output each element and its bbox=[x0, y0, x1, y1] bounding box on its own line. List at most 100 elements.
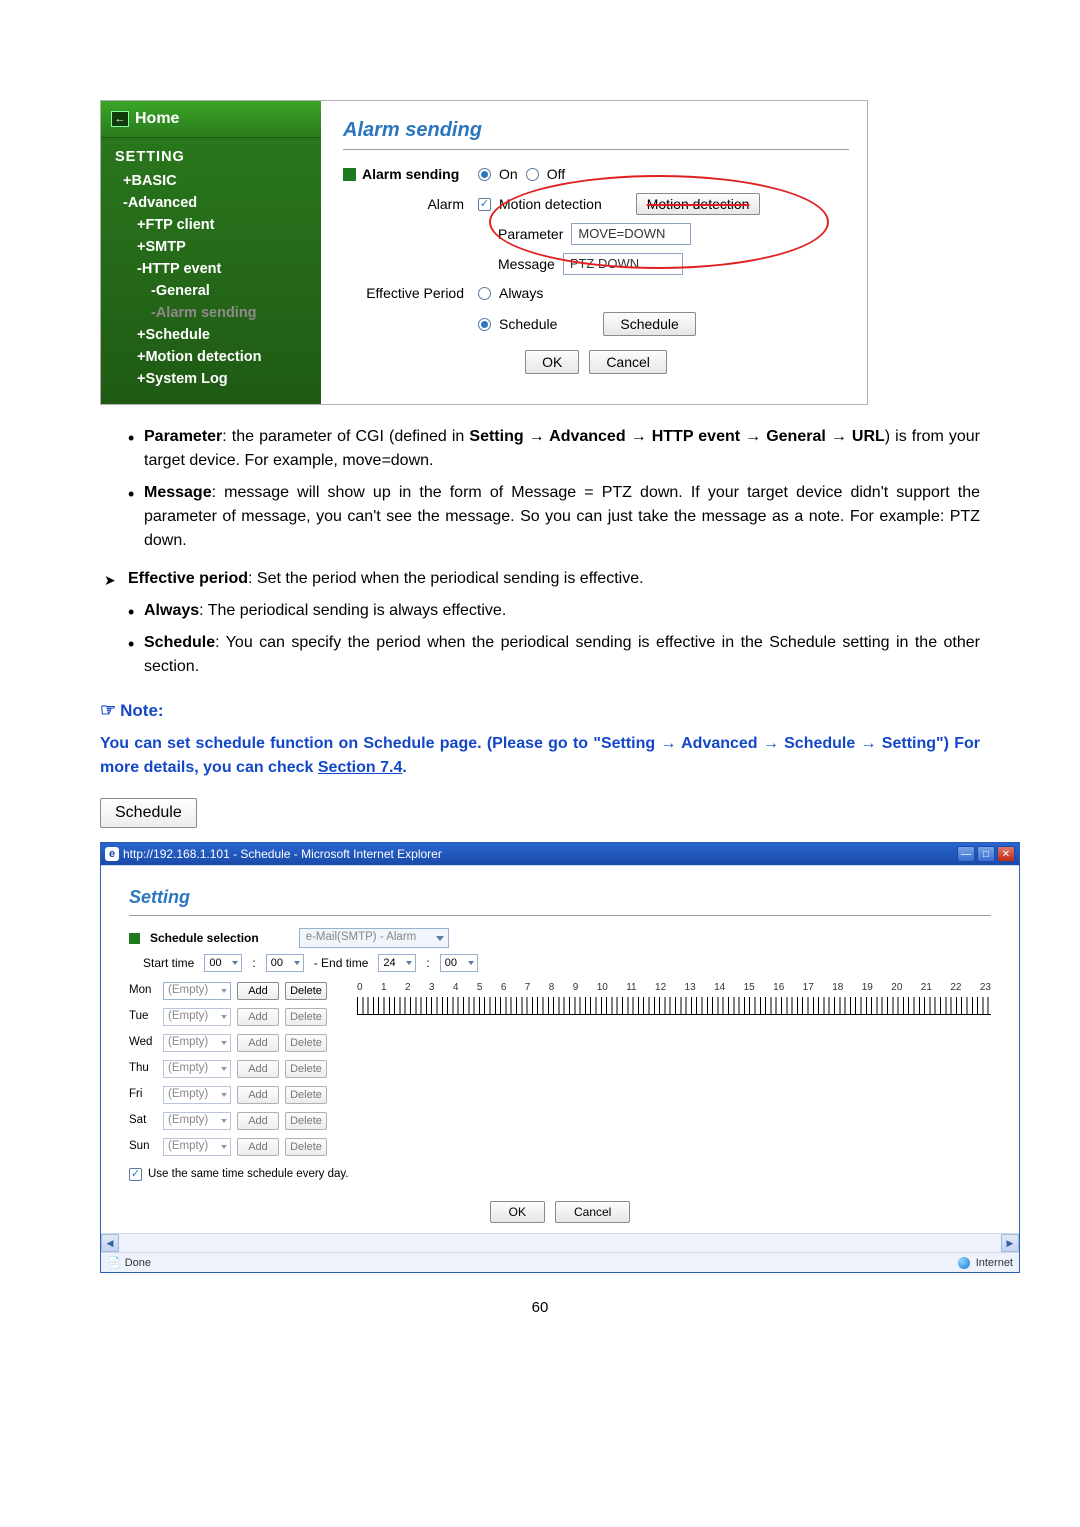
delete-button[interactable]: Delete bbox=[285, 1060, 327, 1078]
message-label: Message bbox=[498, 254, 555, 275]
row-parameter: Parameter MOVE=DOWN bbox=[343, 223, 849, 245]
always-label: Always bbox=[499, 283, 543, 304]
home-row[interactable]: ← Home bbox=[101, 101, 321, 138]
on-label: On bbox=[499, 164, 518, 185]
alarm-main: Alarm sending Alarm sending On Off Alarm… bbox=[321, 101, 867, 404]
day-slot-select[interactable]: (Empty) bbox=[163, 1086, 231, 1104]
bullet-parameter: Parameter: the parameter of CGI (defined… bbox=[100, 425, 980, 473]
parameter-input[interactable]: MOVE=DOWN bbox=[571, 223, 691, 245]
add-button[interactable]: Add bbox=[237, 1086, 279, 1104]
ruler-hour: 20 bbox=[891, 980, 902, 995]
day-label: Fri bbox=[129, 1086, 157, 1103]
sidebar-item-active[interactable]: -Alarm sending bbox=[115, 302, 311, 324]
sidebar-heading: SETTING bbox=[115, 146, 311, 168]
start-min-select[interactable]: 00 bbox=[266, 954, 304, 972]
sidebar-item[interactable]: -General bbox=[115, 280, 311, 302]
use-same-label: Use the same time schedule every day. bbox=[148, 1166, 349, 1183]
ie-content: Setting Schedule selection e-Mail(SMTP) … bbox=[101, 865, 1019, 1234]
delete-button[interactable]: Delete bbox=[285, 1112, 327, 1130]
minimize-button[interactable]: — bbox=[957, 846, 975, 862]
radio-schedule[interactable] bbox=[478, 318, 491, 331]
hour-ruler: 01234567891011121314151617181920212223 bbox=[357, 978, 991, 1015]
day-slot-select[interactable]: (Empty) bbox=[163, 1008, 231, 1026]
checkbox-motion-detection[interactable] bbox=[478, 198, 491, 211]
text: Setting → Advanced → Schedule → Setting bbox=[601, 735, 936, 752]
ruler-hour: 22 bbox=[950, 980, 961, 995]
hand-icon: ☞ bbox=[100, 700, 116, 720]
use-same-checkbox[interactable] bbox=[129, 1168, 142, 1181]
sidebar-item[interactable]: -HTTP event bbox=[115, 258, 311, 280]
maximize-button[interactable]: □ bbox=[977, 846, 995, 862]
add-button[interactable]: Add bbox=[237, 1008, 279, 1026]
ruler-hour: 18 bbox=[832, 980, 843, 995]
scroll-right-icon[interactable]: ▶ bbox=[1001, 1234, 1019, 1252]
bold-text: Parameter bbox=[144, 428, 222, 445]
day-slot-select[interactable]: (Empty) bbox=[163, 1060, 231, 1078]
page-body: Parameter: the parameter of CGI (defined… bbox=[100, 425, 980, 842]
parameter-label: Parameter bbox=[498, 224, 563, 245]
ruler-hour: 5 bbox=[477, 980, 483, 995]
delete-button[interactable]: Delete bbox=[285, 1034, 327, 1052]
sidebar-item[interactable]: +Schedule bbox=[115, 324, 311, 346]
motion-detection-button[interactable]: Motion detection bbox=[636, 193, 761, 215]
radio-off[interactable] bbox=[526, 168, 539, 181]
ok-button[interactable]: OK bbox=[490, 1201, 545, 1223]
sidebar-item[interactable]: +Motion detection bbox=[115, 346, 311, 368]
bold-text: Message bbox=[144, 484, 212, 501]
text: . (Please go to " bbox=[477, 735, 601, 752]
message-input[interactable]: PTZ DOWN bbox=[563, 253, 683, 275]
add-button[interactable]: Add bbox=[237, 1112, 279, 1130]
sidebar-item[interactable]: -Advanced bbox=[115, 192, 311, 214]
cancel-button[interactable]: Cancel bbox=[589, 350, 667, 374]
end-hour-select[interactable]: 24 bbox=[378, 954, 416, 972]
radio-on[interactable] bbox=[478, 168, 491, 181]
sidebar-item[interactable]: +System Log bbox=[115, 368, 311, 390]
panel-title: Alarm sending bbox=[343, 115, 849, 150]
day-slot-select[interactable]: (Empty) bbox=[163, 1112, 231, 1130]
effective-period-line: Effective period: Set the period when th… bbox=[100, 567, 980, 591]
delete-button[interactable]: Delete bbox=[285, 982, 327, 1000]
delete-button[interactable]: Delete bbox=[285, 1086, 327, 1104]
add-button[interactable]: Add bbox=[237, 1034, 279, 1052]
schedule-button[interactable]: Schedule bbox=[603, 312, 695, 336]
alarm-label: Alarm bbox=[343, 194, 478, 215]
bullet-message: Message: message will show up in the for… bbox=[100, 481, 980, 553]
ruler-numbers: 01234567891011121314151617181920212223 bbox=[357, 980, 991, 995]
text: . bbox=[402, 759, 406, 776]
sidebar-item[interactable]: +SMTP bbox=[115, 236, 311, 258]
add-button[interactable]: Add bbox=[237, 1138, 279, 1156]
ie-heading: Setting bbox=[129, 884, 991, 916]
status-done: Done bbox=[125, 1255, 151, 1272]
add-button[interactable]: Add bbox=[237, 1060, 279, 1078]
scroll-left-icon[interactable]: ◀ bbox=[101, 1234, 119, 1252]
ie-horizontal-scrollbar[interactable]: ◀ ▶ bbox=[101, 1234, 1019, 1252]
text: Schedule page bbox=[363, 735, 477, 752]
radio-always[interactable] bbox=[478, 287, 491, 300]
day-slot-select[interactable]: (Empty) bbox=[163, 982, 231, 1000]
day-slot-select[interactable]: (Empty) bbox=[163, 1138, 231, 1156]
sidebar-item[interactable]: +BASIC bbox=[115, 170, 311, 192]
delete-button[interactable]: Delete bbox=[285, 1008, 327, 1026]
close-button[interactable]: ✕ bbox=[997, 846, 1015, 862]
section-link[interactable]: Section 7.4 bbox=[318, 759, 402, 776]
scroll-track[interactable] bbox=[119, 1234, 1001, 1252]
status-internet: Internet bbox=[976, 1255, 1013, 1272]
ruler-hour: 13 bbox=[685, 980, 696, 995]
schedule-selection-select[interactable]: e-Mail(SMTP) - Alarm bbox=[299, 928, 449, 948]
start-hour-select[interactable]: 00 bbox=[204, 954, 242, 972]
delete-button[interactable]: Delete bbox=[285, 1138, 327, 1156]
ok-button[interactable]: OK bbox=[525, 350, 579, 374]
add-button[interactable]: Add bbox=[237, 982, 279, 1000]
ruler-hour: 15 bbox=[744, 980, 755, 995]
row-alarm: Alarm Motion detection Motion detection bbox=[343, 193, 849, 215]
cancel-button[interactable]: Cancel bbox=[555, 1201, 630, 1223]
ruler-hour: 14 bbox=[714, 980, 725, 995]
sidebar-item[interactable]: +FTP client bbox=[115, 214, 311, 236]
end-min-select[interactable]: 00 bbox=[440, 954, 478, 972]
alarm-button-row: OK Cancel bbox=[343, 350, 849, 374]
day-slot-select[interactable]: (Empty) bbox=[163, 1034, 231, 1052]
schedule-standalone-button[interactable]: Schedule bbox=[100, 798, 197, 828]
note-label: Note: bbox=[120, 701, 163, 720]
globe-icon bbox=[958, 1257, 970, 1269]
end-time-label: - End time bbox=[314, 954, 369, 972]
